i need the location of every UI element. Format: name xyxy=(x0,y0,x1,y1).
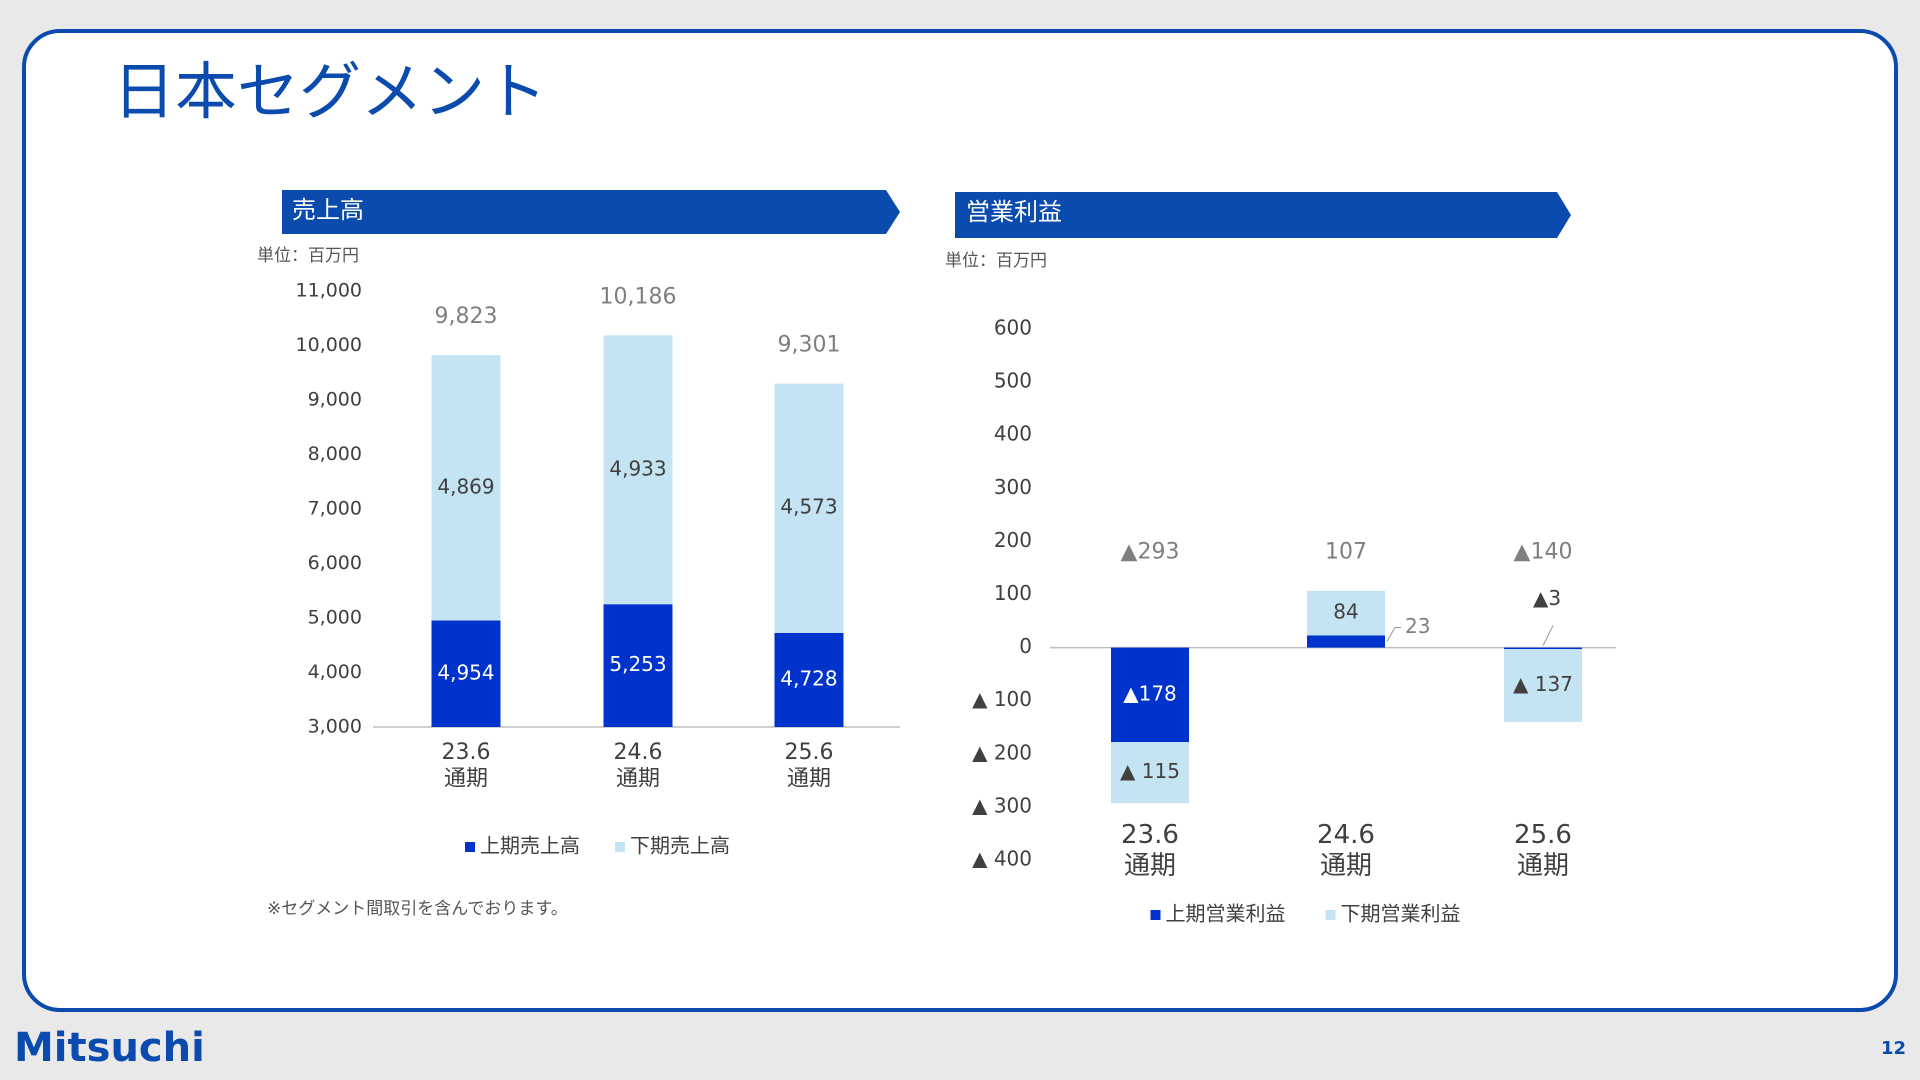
bar-segment xyxy=(603,335,673,605)
y-tick-label: 5,000 xyxy=(308,607,362,629)
y-tick-label: ▲ 400 xyxy=(972,847,1032,871)
x-tick-label: 23.6 通期 xyxy=(1121,820,1179,881)
bar-segment xyxy=(774,383,844,633)
legend-swatch xyxy=(615,842,625,852)
y-tick-label: 500 xyxy=(994,369,1032,393)
legend-label: 上期営業利益 xyxy=(1166,902,1286,926)
slide-title: 日本セグメント xyxy=(113,55,547,128)
y-tick-label: 600 xyxy=(994,316,1032,340)
data-label: ▲ 115 xyxy=(1120,759,1180,783)
bar-segment xyxy=(774,632,844,727)
data-label: ▲178 xyxy=(1123,681,1177,705)
y-tick-label: ▲ 300 xyxy=(972,793,1032,817)
bar-segment xyxy=(431,620,501,727)
leader-line xyxy=(1542,625,1554,646)
bar-segment xyxy=(1307,635,1385,648)
data-label: 4,728 xyxy=(780,666,837,690)
y-tick-label: 8,000 xyxy=(308,443,362,465)
total-label: 107 xyxy=(1325,540,1367,565)
legend-swatch xyxy=(1150,910,1161,920)
bar-segment xyxy=(1504,649,1582,722)
y-tick-label: 11,000 xyxy=(296,280,362,302)
legend-swatch xyxy=(1325,910,1336,920)
legend-label: 下期売上高 xyxy=(630,834,730,858)
x-tick-label: 24.6 通期 xyxy=(1317,820,1375,881)
y-tick-label: 400 xyxy=(994,422,1032,446)
y-tick-label: ▲ 100 xyxy=(972,687,1032,711)
unit-label: 単位：百万円 xyxy=(945,251,1047,271)
legend-swatch xyxy=(465,842,475,852)
y-tick-label: 7,000 xyxy=(308,498,362,520)
legend-label: 下期営業利益 xyxy=(1341,902,1461,926)
chart-title: 売上高 xyxy=(292,196,364,224)
data-label: 23 xyxy=(1405,614,1430,638)
y-tick-label: 10,000 xyxy=(296,334,362,356)
y-tick-label: 0 xyxy=(1019,634,1032,658)
logo: Mitsuchi xyxy=(14,1025,205,1071)
data-label: ▲ 137 xyxy=(1513,672,1573,696)
y-tick-label: 9,000 xyxy=(308,389,362,411)
unit-label: 単位：百万円 xyxy=(257,246,359,266)
bar-segment xyxy=(1111,742,1189,804)
total-label: 10,186 xyxy=(600,284,677,309)
y-tick-label: 3,000 xyxy=(308,716,362,738)
banner xyxy=(282,190,900,234)
legend-label: 上期売上高 xyxy=(480,834,580,858)
frame xyxy=(22,29,1898,1012)
data-label: 4,933 xyxy=(609,456,666,480)
data-label: ▲3 xyxy=(1533,586,1561,610)
leader-line xyxy=(1386,626,1401,642)
bar-segment xyxy=(1307,590,1385,636)
page-number: 12 xyxy=(1881,1038,1906,1059)
x-tick-label: 24.6 通期 xyxy=(614,740,663,791)
y-tick-label: 100 xyxy=(994,581,1032,605)
x-tick-label: 25.6 通期 xyxy=(785,740,834,791)
total-label: ▲293 xyxy=(1121,540,1180,565)
total-label: 9,823 xyxy=(435,304,498,329)
banner xyxy=(955,192,1571,238)
y-tick-label: 6,000 xyxy=(308,552,362,574)
total-label: ▲140 xyxy=(1514,540,1573,565)
y-tick-label: 4,000 xyxy=(308,661,362,683)
bar-segment xyxy=(603,604,673,727)
chart-title: 営業利益 xyxy=(966,198,1062,226)
data-label: 4,869 xyxy=(437,474,494,498)
y-tick-label: ▲ 200 xyxy=(972,740,1032,764)
data-label: 4,954 xyxy=(437,660,494,684)
data-label: 4,573 xyxy=(780,495,837,519)
note: ※セグメント間取引を含んでおります。 xyxy=(267,899,568,919)
bar-segment xyxy=(1504,647,1582,650)
data-label: 84 xyxy=(1333,600,1358,624)
y-tick-label: 200 xyxy=(994,528,1032,552)
y-tick-label: 300 xyxy=(994,475,1032,499)
total-label: 9,301 xyxy=(778,333,841,358)
data-label: 5,253 xyxy=(609,652,666,676)
x-tick-label: 25.6 通期 xyxy=(1514,820,1572,881)
bar-segment xyxy=(431,355,501,621)
x-tick-label: 23.6 通期 xyxy=(442,740,491,791)
bar-segment xyxy=(1111,647,1189,743)
